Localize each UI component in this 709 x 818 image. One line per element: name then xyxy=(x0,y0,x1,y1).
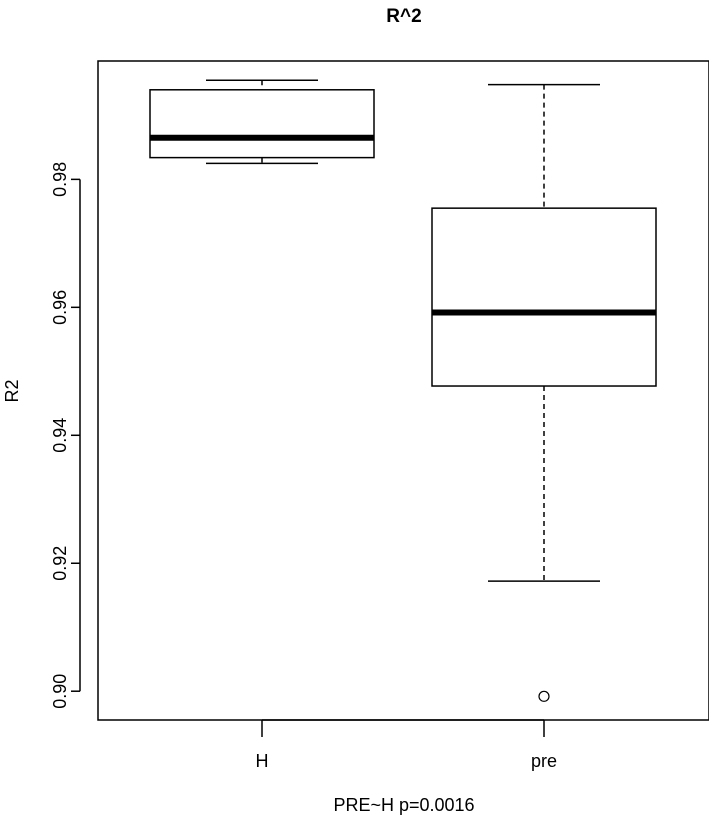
iqr-box xyxy=(431,207,657,387)
y-tick-label: 0.94 xyxy=(50,418,70,453)
y-tick-label: 0.92 xyxy=(50,546,70,581)
iqr-box xyxy=(149,89,375,159)
y-tick-label: 0.98 xyxy=(50,162,70,197)
y-axis-label: R2 xyxy=(2,379,22,402)
box-pre xyxy=(431,83,657,702)
plot-frame xyxy=(97,60,709,721)
y-tick-label: 0.96 xyxy=(50,290,70,325)
box-h xyxy=(149,79,375,165)
box-series xyxy=(149,79,657,702)
y-axis: 0.90 0.92 0.94 0.96 0.98 xyxy=(50,162,81,709)
y-tick-label: 0.90 xyxy=(50,674,70,709)
x-tick-label-pre: pre xyxy=(531,751,557,771)
chart-title: R^2 xyxy=(386,6,421,27)
x-tick-label-H: H xyxy=(256,751,269,771)
x-axis-label: PRE~H p=0.0016 xyxy=(333,795,474,815)
outlier-point xyxy=(538,690,550,702)
